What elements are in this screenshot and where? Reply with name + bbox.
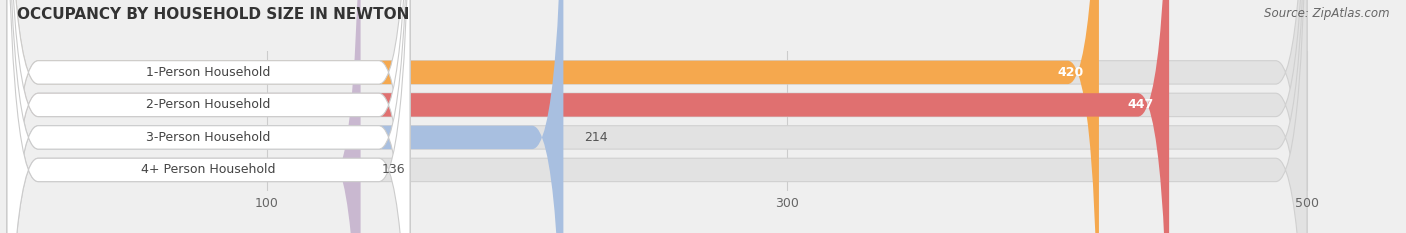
- FancyBboxPatch shape: [7, 0, 1308, 233]
- Text: 136: 136: [381, 163, 405, 176]
- Text: OCCUPANCY BY HOUSEHOLD SIZE IN NEWTON: OCCUPANCY BY HOUSEHOLD SIZE IN NEWTON: [17, 7, 409, 22]
- Text: 3-Person Household: 3-Person Household: [146, 131, 271, 144]
- FancyBboxPatch shape: [7, 0, 411, 233]
- FancyBboxPatch shape: [7, 0, 411, 233]
- FancyBboxPatch shape: [7, 0, 411, 233]
- FancyBboxPatch shape: [7, 0, 411, 233]
- Text: 2-Person Household: 2-Person Household: [146, 98, 271, 111]
- Text: Source: ZipAtlas.com: Source: ZipAtlas.com: [1264, 7, 1389, 20]
- FancyBboxPatch shape: [7, 0, 1308, 233]
- FancyBboxPatch shape: [7, 0, 360, 233]
- FancyBboxPatch shape: [7, 0, 1308, 233]
- Text: 214: 214: [583, 131, 607, 144]
- Text: 420: 420: [1057, 66, 1084, 79]
- Text: 447: 447: [1128, 98, 1153, 111]
- Text: 1-Person Household: 1-Person Household: [146, 66, 271, 79]
- FancyBboxPatch shape: [7, 0, 1099, 233]
- FancyBboxPatch shape: [7, 0, 1170, 233]
- Text: 4+ Person Household: 4+ Person Household: [141, 163, 276, 176]
- FancyBboxPatch shape: [7, 0, 1308, 233]
- FancyBboxPatch shape: [7, 0, 564, 233]
